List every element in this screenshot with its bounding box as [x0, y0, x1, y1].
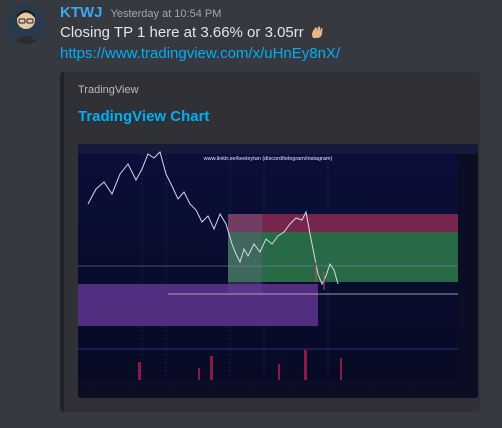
- message-text: Closing TP 1 here at 3.66% or 3.05rr: [60, 24, 304, 41]
- message-header: KTWJ Yesterday at 10:54 PM: [60, 4, 221, 22]
- user-avatar[interactable]: [6, 4, 46, 44]
- link-embed: TradingView TradingView Chart: [60, 72, 480, 412]
- embed-title[interactable]: TradingView Chart: [78, 108, 210, 125]
- svg-text:·: ·: [412, 386, 413, 391]
- avatar-icon: [6, 4, 46, 44]
- chart-link[interactable]: https://www.tradingview.com/x/uHnEy8nX/: [60, 45, 341, 62]
- svg-text:·: ·: [292, 386, 293, 391]
- chart-image: www.linktr.ee/keeleytan (discord/telegra…: [78, 144, 478, 398]
- chart-screenshot[interactable]: www.linktr.ee/keeleytan (discord/telegra…: [78, 144, 478, 398]
- timestamp: Yesterday at 10:54 PM: [110, 8, 222, 20]
- svg-text:·: ·: [332, 386, 333, 391]
- svg-text:·: ·: [172, 386, 173, 391]
- message-content: Closing TP 1 here at 3.66% or 3.05rr: [60, 24, 324, 41]
- embed-provider: TradingView: [78, 84, 139, 96]
- svg-text:·: ·: [252, 386, 253, 391]
- svg-text:·: ·: [132, 386, 133, 391]
- svg-text:·: ·: [212, 386, 213, 391]
- chart-watermark: www.linktr.ee/keeleytan (discord/telegra…: [203, 156, 333, 162]
- username[interactable]: KTWJ: [60, 4, 103, 21]
- waving-hand-icon: [310, 25, 324, 39]
- svg-text:·: ·: [372, 386, 373, 391]
- svg-text:·: ·: [92, 386, 93, 391]
